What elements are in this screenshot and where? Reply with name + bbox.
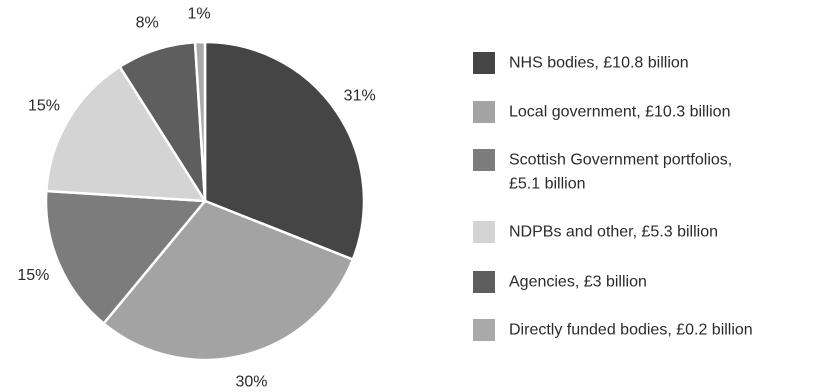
pie-slice-ndpbs-and-other [45,65,207,203]
legend-item-scottish-government-portfolios: Scottish Government portfolios, £5.1 bill… [473,149,732,193]
legend-label: Agencies, £3 billion [509,274,647,291]
legend-swatch [473,271,495,293]
pie-slice-nhs-bodies [203,40,366,261]
legend-label: Local government, £10.3 billion [509,104,730,121]
legend-swatch [473,319,495,341]
pie-slice-local-government [102,199,355,362]
legend-label: £5.1 billion [509,176,586,193]
legend-label: Scottish Government portfolios, [509,152,732,169]
pie-slice-label: 8% [136,15,159,32]
legend-item-directly-funded-bodies: Directly funded bodies, £0.2 billion [473,319,753,341]
pie-slice-label: 15% [17,267,49,284]
legend-label: NDPBs and other, £5.3 billion [509,224,718,241]
pie-slice-label: 31% [344,87,376,104]
legend-swatch [473,101,495,123]
legend-label: Directly funded bodies, £0.2 billion [509,322,753,339]
legend-item-agencies: Agencies, £3 billion [473,271,647,293]
pie-slice-directly-funded-bodies [193,40,207,203]
legend-item-ndpbs-and-other: NDPBs and other, £5.3 billion [473,221,718,243]
pie-slice-label: 1% [188,6,211,23]
legend-swatch [473,149,495,171]
pie-slice-scottish-government-portfolios [44,189,207,325]
legend-swatch [473,221,495,243]
legend-swatch [473,52,495,74]
pie-slice-label: 30% [235,374,267,387]
legend-item-local-government: Local government, £10.3 billion [473,101,730,123]
pie-slice-label: 15% [28,97,60,114]
legend-item-nhs-bodies: NHS bodies, £10.8 billion [473,52,689,74]
legend-label: NHS bodies, £10.8 billion [509,55,689,72]
